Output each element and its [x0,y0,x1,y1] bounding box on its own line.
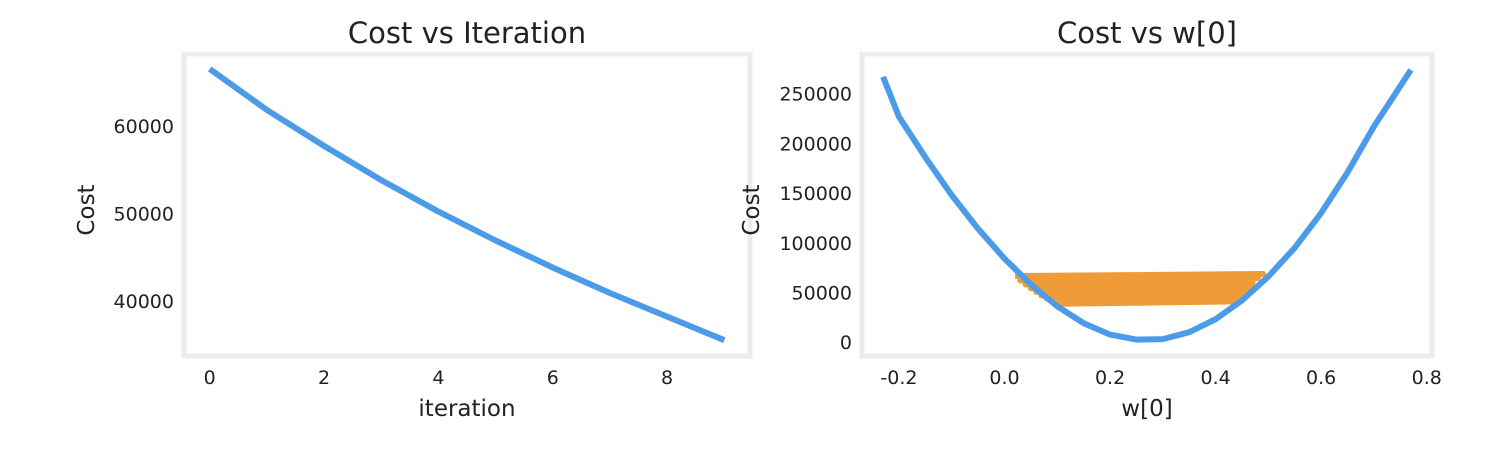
cost-line [880,68,1414,343]
y-tick-label: 100000 [779,233,852,255]
x-tick-label: 0.8 [1412,367,1442,389]
y-axis-label: Cost [739,184,765,235]
tick-labels: 0 2 4 6 8 40000 50000 60000 [114,116,674,389]
cost-line [207,66,726,343]
y-axis-label: Cost [74,184,100,235]
plot-area [880,68,1414,343]
y-tick-label: 40000 [114,291,174,313]
x-tick-label: -0.2 [880,367,917,389]
y-tick-label: 150000 [779,183,852,205]
y-tick-label: 50000 [792,282,852,304]
y-tick-label: 0 [840,332,852,354]
x-tick-label: 4 [432,367,444,389]
x-tick-label: 0.6 [1306,367,1336,389]
x-axis-label: w[0] [1121,396,1172,422]
x-tick-label: 0.0 [989,367,1019,389]
chart-title: Cost vs Iteration [348,16,586,50]
x-tick-label: 8 [661,367,673,389]
cost-vs-w0-chart: Cost vs w[0] -0.2 0.0 0.2 0.4 0.6 0.8 0 50000 10… [739,16,1442,422]
chart-title: Cost vs w[0] [1057,16,1237,50]
descent-path-line [1015,271,1267,307]
tick-labels: -0.2 0.0 0.2 0.4 0.6 0.8 0 50000 100000 150000 200… [779,84,1441,389]
x-tick-label: 2 [318,367,330,389]
y-tick-label: 60000 [114,116,174,138]
x-tick-label: 0.2 [1095,367,1125,389]
y-tick-label: 50000 [114,203,174,225]
y-tick-label: 200000 [779,133,852,155]
y-tick-label: 250000 [779,84,852,106]
axes-frame [181,51,753,359]
x-axis-label: iteration [418,396,515,422]
x-tick-label: 0.4 [1201,367,1231,389]
plot-area [207,66,726,343]
axes-frame [859,51,1435,359]
cost-vs-iteration-chart: Cost vs Iteration 0 2 4 6 8 40000 50000 60000 i… [74,16,753,422]
x-tick-label: 6 [547,367,559,389]
x-tick-label: 0 [204,367,216,389]
